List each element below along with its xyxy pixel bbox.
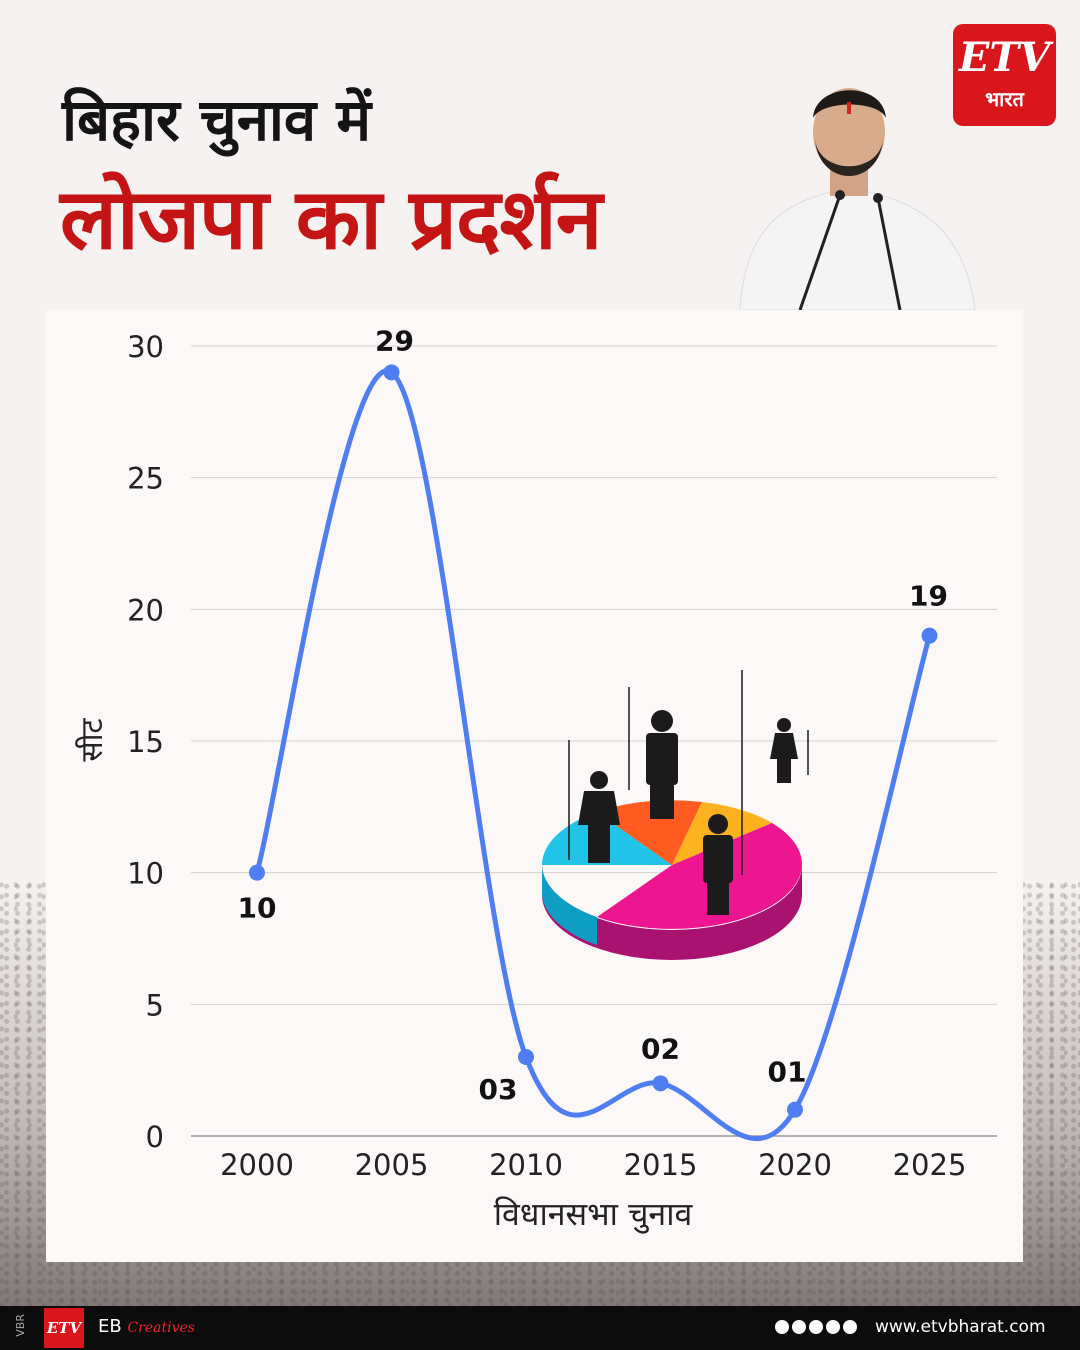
data-point: [518, 1049, 534, 1065]
x-axis-label: विधानसभा चुनाव: [494, 1195, 694, 1234]
x-tick-label: 2015: [624, 1148, 698, 1182]
chart-card: 0 5 10 15 20 25 30 2000 2005 2010 2015 2020 2025: [46, 310, 1023, 1262]
footer-bar: VBR ETV EB Creatives www.etvbharat.com: [0, 1306, 1080, 1350]
data-point: [787, 1101, 803, 1118]
data-label: 01: [768, 1056, 807, 1089]
x-icon[interactable]: [792, 1320, 806, 1334]
x-tick-labels: 2000 2005 2010 2015 2020 2025: [220, 1148, 966, 1182]
data-label: 02: [641, 1032, 680, 1065]
y-tick-label: 25: [127, 462, 164, 496]
x-tick-label: 2025: [893, 1148, 967, 1182]
instagram-icon[interactable]: [809, 1320, 823, 1334]
x-tick-label: 2010: [489, 1148, 563, 1182]
data-point: [921, 627, 938, 644]
x-tick-label: 2000: [220, 1148, 294, 1182]
data-points: [249, 364, 938, 1118]
whatsapp-icon[interactable]: [843, 1320, 857, 1334]
data-labels: 10 29 03 02 01 19: [238, 324, 948, 1106]
data-point: [652, 1075, 669, 1092]
title-line-1: बिहार चुनाव में: [62, 86, 372, 154]
social-icons: [775, 1320, 857, 1334]
data-label: 29: [375, 324, 414, 357]
side-tag: VBR: [14, 1314, 27, 1337]
footer-brand: EB Creatives: [98, 1316, 195, 1337]
data-point: [383, 364, 400, 381]
facebook-icon[interactable]: [775, 1320, 789, 1334]
website-link[interactable]: www.etvbharat.com: [875, 1317, 1046, 1337]
y-tick-label: 15: [127, 725, 164, 759]
title-line-2: लोजपा का प्रदर्शन: [60, 170, 602, 268]
x-tick-label: 2005: [355, 1148, 429, 1182]
youtube-icon[interactable]: [826, 1320, 840, 1334]
data-label: 19: [909, 580, 948, 613]
x-tick-label: 2020: [758, 1148, 832, 1182]
y-tick-label: 0: [146, 1120, 164, 1154]
grid-lines: [191, 345, 997, 1137]
y-tick-label: 30: [127, 330, 164, 364]
y-tick-label: 20: [127, 593, 164, 627]
etv-bharat-logo: ETV भारत: [953, 24, 1056, 126]
speaker-photo: [739, 88, 976, 310]
y-tick-label: 10: [127, 857, 164, 891]
footer-logo: ETV: [44, 1308, 84, 1348]
data-point: [249, 864, 265, 881]
y-axis-label: सीट: [75, 718, 110, 762]
logo-sub: भारत: [985, 87, 1024, 111]
data-label: 10: [238, 892, 277, 925]
pie-illustration: [542, 670, 809, 960]
logo-text: ETV: [958, 34, 1051, 81]
data-label: 03: [479, 1073, 518, 1106]
y-tick-label: 5: [146, 988, 164, 1022]
series-line: [254, 368, 932, 1141]
footer-brand-script: Creatives: [127, 1320, 195, 1336]
footer-brand-text: EB: [98, 1316, 122, 1337]
y-tick-labels: 0 5 10 15 20 25 30: [127, 330, 164, 1154]
